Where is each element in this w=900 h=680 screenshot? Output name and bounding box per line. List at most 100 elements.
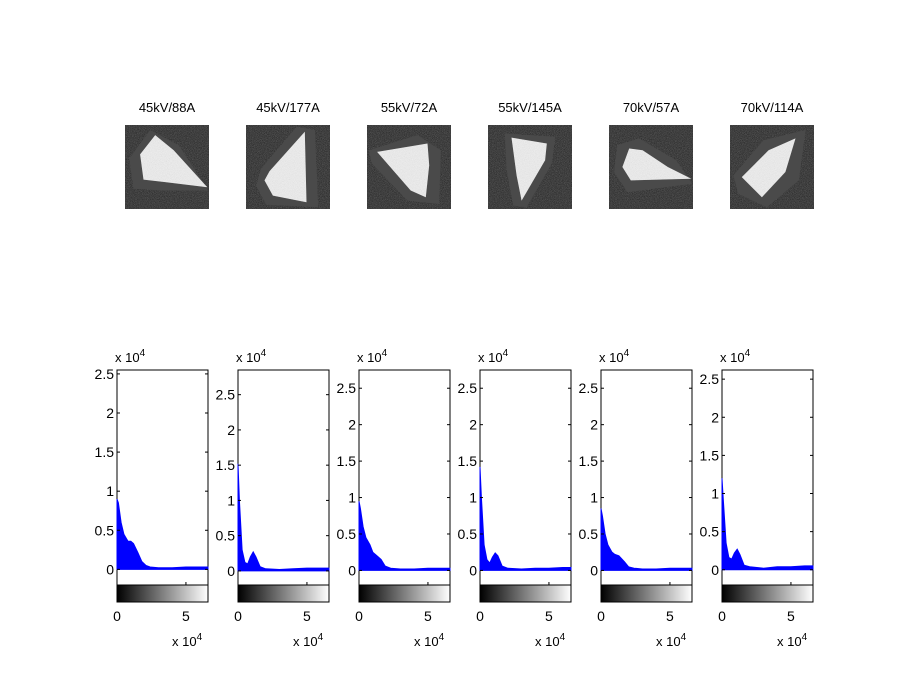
y-tick-label: 2.5: [216, 387, 236, 403]
histogram-area: [358, 501, 451, 571]
ct-slice-45kv-88a: 45kV/88A: [125, 100, 209, 209]
y-tick-label: 2: [711, 409, 719, 425]
y-tick-label: 0.5: [216, 528, 236, 544]
y-tick-label: 1: [711, 486, 719, 502]
y-tick-label: 2: [469, 417, 477, 433]
x-tick-label: 0: [597, 608, 605, 624]
ct-slice-55kv-72a: 55kV/72A: [367, 100, 451, 209]
x-tick-label: 0: [476, 608, 484, 624]
axes-box: [600, 369, 693, 586]
y-tick-label: 0: [106, 561, 114, 577]
y-tick-label: 0.5: [337, 526, 357, 542]
histogram-area: [479, 466, 572, 571]
image-title: 55kV/72A: [381, 100, 438, 115]
y-tick-label: 0: [348, 562, 356, 578]
image-title: 45kV/177A: [256, 100, 320, 115]
image-title: 45kV/88A: [139, 100, 196, 115]
histogram-area: [600, 508, 693, 571]
x-tick-label: 5: [787, 608, 795, 624]
y-tick-label: 2.5: [579, 380, 599, 396]
y-tick-label: 1.5: [579, 453, 599, 469]
y-tick-label: 0.5: [579, 526, 599, 542]
histogram-area: [237, 463, 330, 572]
image-title: 70kV/114A: [741, 100, 804, 115]
y-exponent-label: x 104: [478, 348, 509, 365]
x-tick-label: 0: [355, 608, 363, 624]
histogram-area: [721, 478, 814, 571]
grayscale-colorbar: [600, 584, 693, 603]
x-exponent-label: x 104: [777, 632, 808, 649]
grayscale-colorbar: [358, 584, 451, 603]
y-tick-label: 0: [590, 562, 598, 578]
image-title: 55kV/145A: [498, 100, 562, 115]
y-tick-label: 2.5: [700, 371, 720, 387]
particle-texture: [264, 131, 307, 203]
particle-texture: [140, 135, 208, 188]
ct-slice-70kv-57a: 70kV/57A: [609, 100, 693, 209]
y-exponent-label: x 104: [599, 348, 630, 365]
y-tick-label: 1: [106, 483, 114, 499]
y-tick-label: 1: [590, 490, 598, 506]
y-exponent-label: x 104: [357, 348, 388, 365]
y-tick-label: 1: [469, 490, 477, 506]
y-tick-label: 1: [227, 492, 235, 508]
image-title: 70kV/57A: [623, 100, 680, 115]
x-tick-label: 5: [424, 608, 432, 624]
y-tick-label: 0.5: [458, 526, 478, 542]
y-tick-label: 2.5: [458, 380, 478, 396]
x-exponent-label: x 104: [172, 632, 203, 649]
grayscale-colorbar: [721, 584, 814, 603]
y-tick-label: 1.5: [458, 453, 478, 469]
y-tick-label: 1.5: [337, 453, 357, 469]
axes-box: [237, 369, 330, 586]
y-tick-label: 2.5: [337, 380, 357, 396]
y-tick-label: 0: [227, 563, 235, 579]
y-exponent-label: x 104: [236, 348, 267, 365]
ct-slice-45kv-177a: 45kV/177A: [246, 100, 330, 209]
x-tick-label: 0: [718, 608, 726, 624]
y-tick-label: 0.5: [700, 524, 720, 540]
y-tick-label: 0: [711, 562, 719, 578]
y-tick-label: 1: [348, 490, 356, 506]
grayscale-colorbar: [237, 584, 330, 603]
particle-texture: [741, 138, 796, 198]
x-exponent-label: x 104: [535, 632, 566, 649]
histogram-area: [116, 498, 209, 570]
particle-texture: [622, 148, 692, 181]
grayscale-colorbar: [116, 584, 209, 603]
y-exponent-label: x 104: [720, 348, 751, 365]
grayscale-colorbar: [479, 584, 572, 603]
x-tick-label: 0: [234, 608, 242, 624]
y-tick-label: 2: [106, 405, 114, 421]
histogram-panel: 0 0.5 1 1.5 2 2.5 x 104 0 5 x 104: [216, 348, 330, 649]
x-tick-label: 5: [666, 608, 674, 624]
x-tick-label: 5: [303, 608, 311, 624]
particle-texture: [511, 137, 547, 201]
ct-images-row: 45kV/88A 45kV/177A 55kV/72A 55kV/145A 70kV/5…: [125, 100, 814, 209]
x-tick-label: 5: [545, 608, 553, 624]
y-tick-label: 2.5: [95, 366, 115, 382]
y-tick-label: 2: [590, 417, 598, 433]
x-exponent-label: x 104: [656, 632, 687, 649]
y-tick-label: 0.5: [95, 522, 115, 538]
y-tick-label: 2: [227, 422, 235, 438]
y-tick-label: 1.5: [216, 457, 236, 473]
y-tick-label: 1.5: [700, 447, 720, 463]
y-tick-label: 0: [469, 562, 477, 578]
x-exponent-label: x 104: [414, 632, 445, 649]
particle-texture: [377, 143, 430, 198]
axes-box: [479, 369, 572, 586]
ct-slice-70kv-114a: 70kV/114A: [730, 100, 814, 209]
y-tick-label: 1.5: [95, 444, 115, 460]
x-exponent-label: x 104: [293, 632, 324, 649]
y-tick-label: 2: [348, 417, 356, 433]
x-tick-label: 0: [113, 608, 121, 624]
